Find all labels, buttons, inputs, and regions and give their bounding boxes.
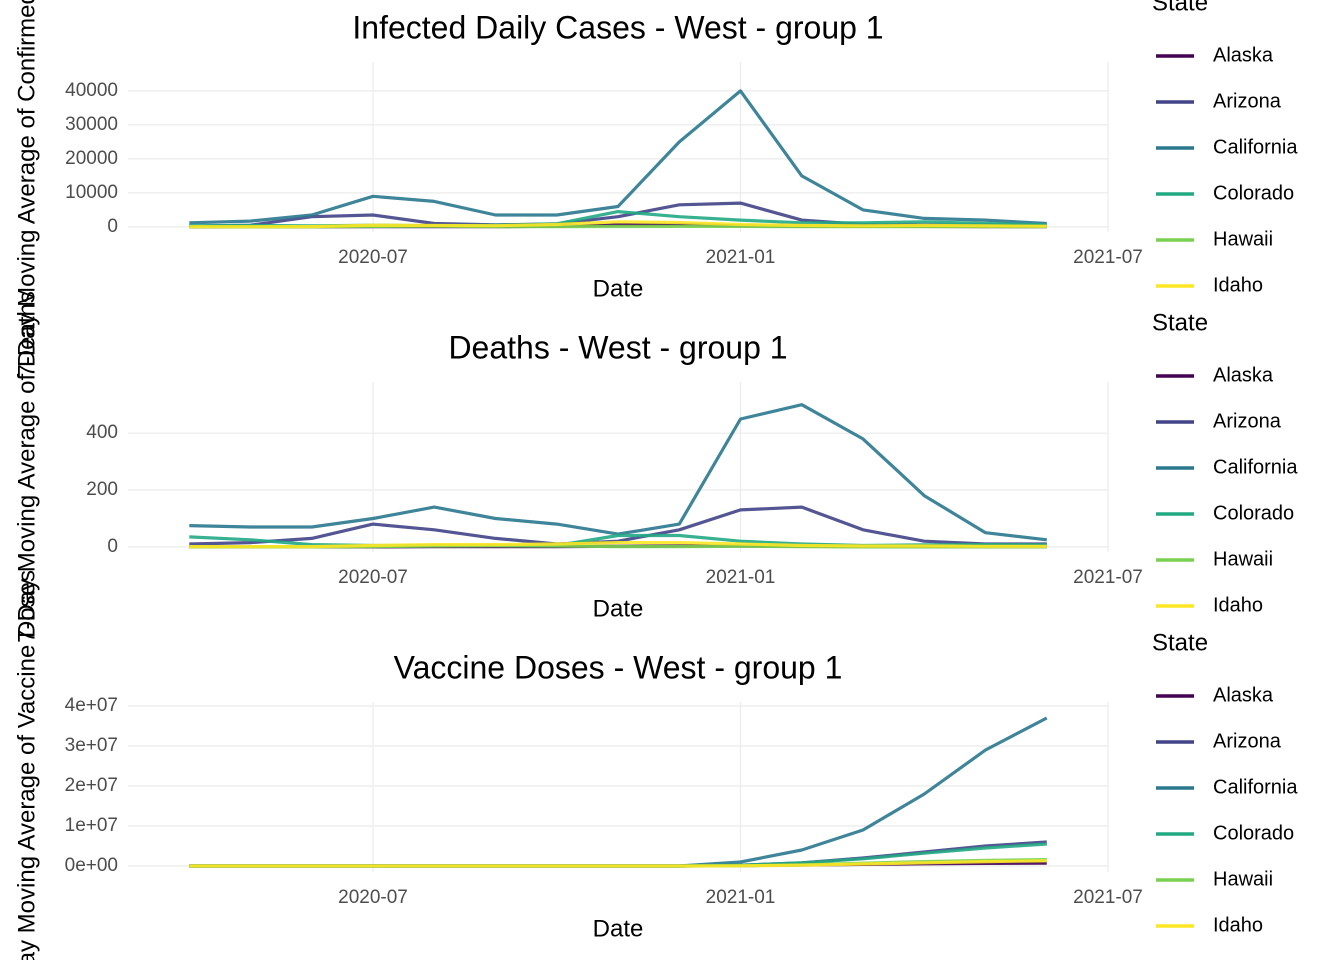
legend-label: Arizona [1213, 90, 1282, 112]
chart-title: Deaths - West - group 1 [448, 329, 787, 365]
legend-title: State [1152, 0, 1208, 16]
y-tick-label: 30000 [65, 114, 118, 135]
legend-label: Arizona [1213, 410, 1282, 432]
y-tick-label: 2e+07 [65, 775, 118, 796]
legend-label: Arizona [1213, 730, 1282, 752]
x-tick-label: 2021-07 [1073, 887, 1143, 908]
chart-title: Vaccine Doses - West - group 1 [394, 649, 843, 685]
y-tick-label: 40000 [65, 80, 118, 101]
legend-label: California [1213, 776, 1298, 798]
x-tick-label: 2021-07 [1073, 247, 1143, 268]
x-tick-label: 2020-07 [338, 567, 408, 588]
panel: Infected Daily Cases - West - group 1 0 10… [13, 0, 1298, 378]
x-tick-label: 2021-01 [706, 247, 776, 268]
legend-title: State [1152, 629, 1208, 656]
x-tick-label: 2020-07 [338, 887, 408, 908]
x-tick-label: 2020-07 [338, 247, 408, 268]
legend-label: Colorado [1213, 502, 1294, 524]
x-axis-title: Date [593, 595, 644, 622]
x-axis-title: Date [593, 275, 644, 302]
legend-label: Alaska [1213, 364, 1274, 386]
y-tick-label: 0 [107, 536, 118, 557]
y-tick-label: 3e+07 [65, 735, 118, 756]
x-axis-title: Date [593, 915, 644, 942]
y-tick-label: 20000 [65, 148, 118, 169]
legend-label: Idaho [1213, 594, 1263, 616]
x-tick-label: 2021-01 [706, 567, 776, 588]
legend-title: State [1152, 309, 1208, 336]
legend-label: Idaho [1213, 274, 1263, 296]
x-tick-label: 2021-07 [1073, 567, 1143, 588]
series-line [189, 403, 1047, 542]
y-tick-label: 1e+07 [65, 815, 118, 836]
panel: Deaths - West - group 1 0 200 400 2020-07 202… [13, 291, 1298, 643]
series-line [189, 541, 1047, 549]
chart-title: Infected Daily Cases - West - group 1 [352, 9, 883, 45]
series-line [189, 89, 1047, 226]
legend-label: Hawaii [1213, 228, 1273, 250]
legend-label: Hawaii [1213, 868, 1273, 890]
y-tick-label: 400 [86, 422, 118, 443]
legend-label: Alaska [1213, 684, 1274, 706]
y-tick-label: 0e+00 [65, 855, 118, 876]
y-tick-label: 10000 [65, 182, 118, 203]
y-axis-title: 7-Day Moving Average of Deaths [13, 291, 40, 643]
y-axis-title: 7-Day Moving Average of Vaccine Doses [13, 570, 40, 960]
legend-label: Hawaii [1213, 548, 1273, 570]
series-line [189, 220, 1047, 229]
series-line [189, 859, 1047, 868]
legend-label: California [1213, 136, 1298, 158]
y-tick-label: 0 [107, 216, 118, 237]
y-axis-title: 7-Day Moving Average of Confirmed Cases [13, 0, 40, 378]
y-tick-label: 200 [86, 479, 118, 500]
y-tick-label: 4e+07 [65, 695, 118, 716]
legend-label: Colorado [1213, 822, 1294, 844]
series-line [189, 716, 1048, 868]
legend-label: Alaska [1213, 44, 1274, 66]
legend-label: California [1213, 456, 1298, 478]
legend-label: Idaho [1213, 914, 1263, 936]
legend-label: Colorado [1213, 182, 1294, 204]
x-tick-label: 2021-01 [706, 887, 776, 908]
panel: Vaccine Doses - West - group 1 0e+00 1e+07… [13, 570, 1298, 960]
